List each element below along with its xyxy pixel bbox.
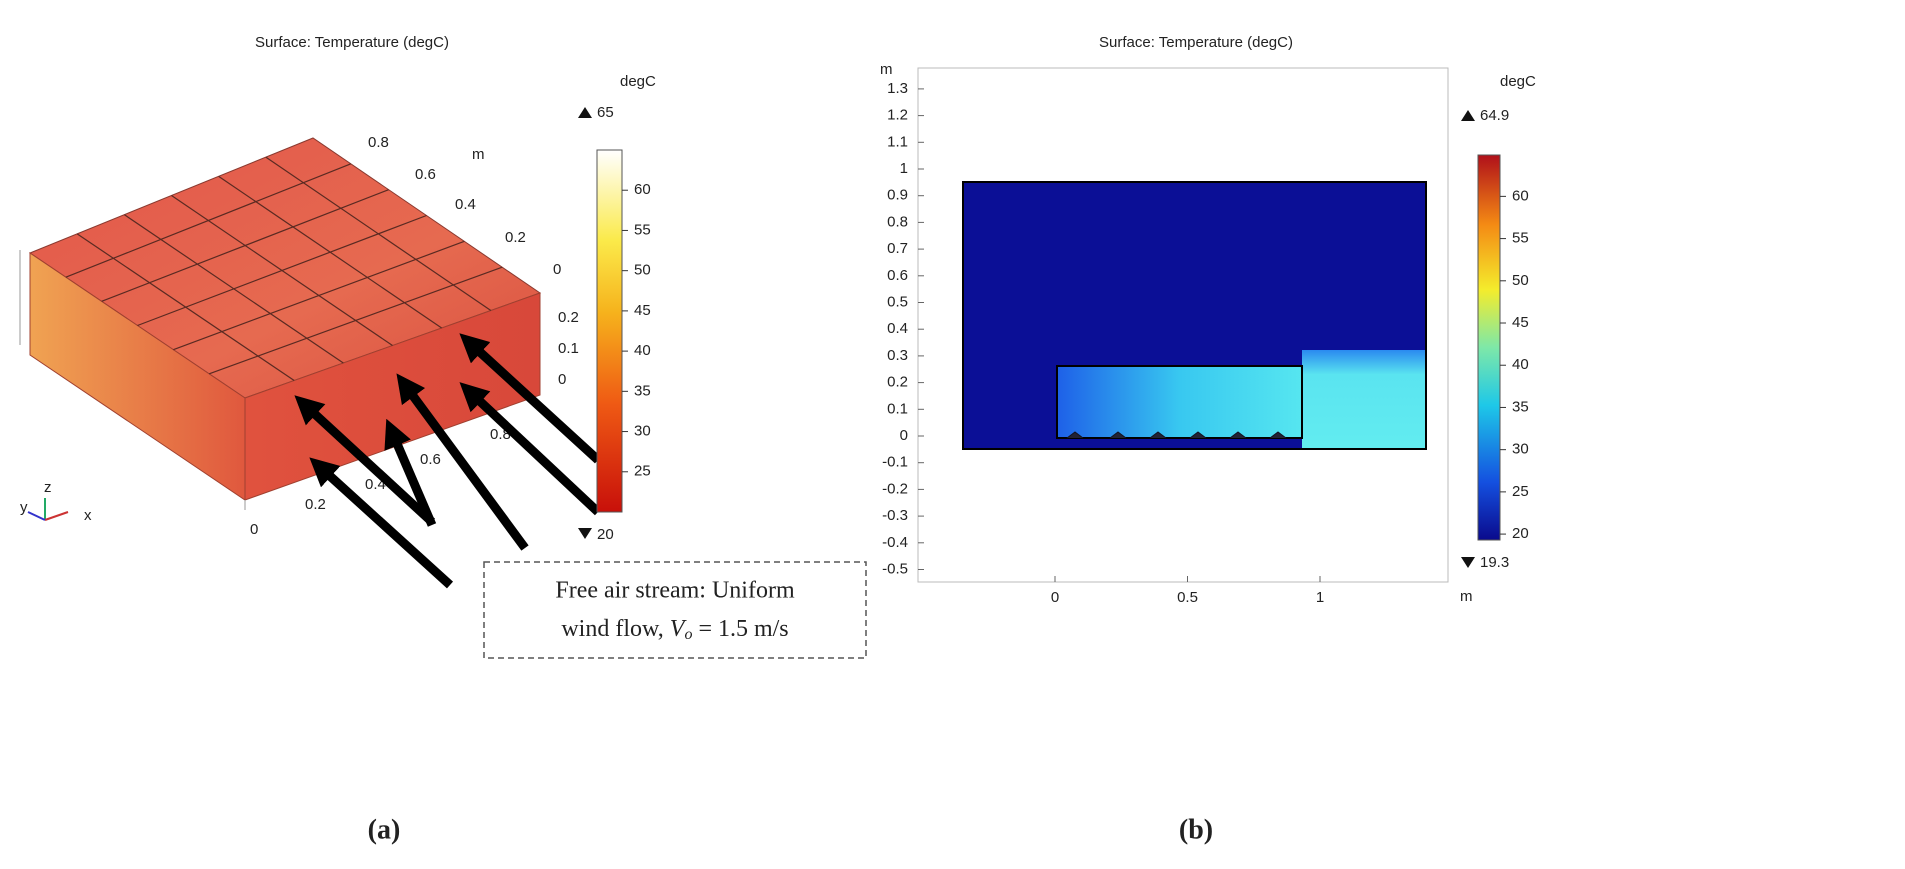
- panel-bump: [1229, 431, 1247, 439]
- panel-bump: [1109, 431, 1127, 439]
- panel-bump: [1149, 431, 1167, 439]
- colorbar-tick-label: 40: [1512, 356, 1529, 373]
- caption: (b): [1179, 814, 1213, 845]
- colorbar-tick-label: 50: [634, 262, 651, 279]
- colorbar-tick-label: 30: [1512, 441, 1529, 458]
- colorbar-tick-label: 60: [634, 181, 651, 198]
- axis-tick-label: 0.6: [415, 166, 436, 183]
- y-tick-label: 0.3: [887, 347, 908, 364]
- axis-tick-label: 0.2: [305, 496, 326, 513]
- y-tick-label: 0.4: [887, 320, 908, 337]
- annotation-text: wind flow,: [561, 616, 663, 642]
- triad-label: x: [84, 507, 92, 524]
- y-tick-label: 1.2: [887, 107, 908, 124]
- colorbar-tick-label: 55: [1512, 230, 1529, 247]
- x-tick-label: 0.5: [1177, 589, 1198, 606]
- colorbar-unit: degC: [1500, 73, 1536, 90]
- panel-bump: [1189, 431, 1207, 439]
- colorbar-tick-label: 60: [1512, 187, 1529, 204]
- y-tick-label: 0: [900, 427, 908, 444]
- annotation-line: wind flow, Vo = 1.5 m/s: [561, 616, 788, 643]
- axis-tick-label: 0: [553, 261, 561, 278]
- colorbar-tick-label: 35: [1512, 398, 1529, 415]
- outflow: [1302, 350, 1426, 448]
- caption: (a): [368, 814, 401, 845]
- colorbar-tick-label: 25: [634, 463, 651, 480]
- air-domain-outline: [962, 181, 1427, 450]
- colorbar-tick-label: 45: [634, 302, 651, 319]
- y-tick-label: 0.7: [887, 240, 908, 257]
- colorbar-unit: degC: [620, 73, 656, 90]
- panel-title: Surface: Temperature (degC): [255, 34, 449, 51]
- panel-bump: [1269, 431, 1287, 439]
- colorbar: [1477, 154, 1501, 541]
- y-tick-label: 0.9: [887, 187, 908, 204]
- panel-title: Surface: Temperature (degC): [1099, 34, 1293, 51]
- axis-tick-label: 0.2: [505, 229, 526, 246]
- y-tick-label: 0.1: [887, 400, 908, 417]
- colorbar-tick-label: 20: [1512, 525, 1529, 542]
- y-tick-label: 0.5: [887, 293, 908, 310]
- y-tick-label: 0.2: [887, 374, 908, 391]
- wind-arrows: [294, 333, 602, 589]
- axis-tick-label: 0.8: [368, 134, 389, 151]
- y-tick-label: 1.1: [887, 133, 908, 150]
- y-unit: m: [880, 61, 893, 78]
- colorbar-tick-label: 30: [634, 423, 651, 440]
- x-unit: m: [1460, 588, 1473, 605]
- box-grid: [208, 266, 503, 375]
- axis-tick-label: 0: [250, 521, 258, 538]
- colorbar-min: 19.3: [1480, 554, 1509, 571]
- colorbar-tick-label: 45: [1512, 314, 1529, 331]
- axis-tick-label: 0.6: [420, 451, 441, 468]
- colorbar: [596, 149, 623, 513]
- annotation-line: Free air stream: Uniform: [555, 578, 795, 604]
- y-tick-label: -0.4: [882, 534, 908, 551]
- colorbar-max: 65: [597, 104, 614, 121]
- domain: [962, 181, 1427, 450]
- colorbar-tick-label: 35: [634, 382, 651, 399]
- y-tick-label: 0.8: [887, 213, 908, 230]
- colorbar-min: 20: [597, 526, 614, 543]
- y-tick-label: -0.3: [882, 507, 908, 524]
- annotation-box: [483, 561, 867, 659]
- colorbar-tick-label: 25: [1512, 483, 1529, 500]
- y-tick-label: 1.3: [887, 80, 908, 97]
- axis-tick-label: 0.1: [558, 340, 579, 357]
- panel-bump: [1066, 431, 1084, 439]
- axis-unit: m: [472, 146, 485, 163]
- annotation-equation: = 1.5 m/s: [698, 616, 788, 642]
- x-tick-label: 0: [1051, 589, 1059, 606]
- annotation-symbol: V: [670, 616, 687, 642]
- heated-zone: [1056, 365, 1303, 439]
- axis-triad: [27, 498, 69, 521]
- y-tick-label: 1: [900, 160, 908, 177]
- y-tick-label: -0.5: [882, 560, 908, 577]
- y-tick-label: 0.6: [887, 267, 908, 284]
- y-tick-label: -0.2: [882, 480, 908, 497]
- axis-tick-label: 0.2: [558, 309, 579, 326]
- axis-tick-label: 0.4: [455, 196, 476, 213]
- axis-tick-label: 0: [558, 371, 566, 388]
- colorbar-max: 64.9: [1480, 107, 1509, 124]
- box-3d: [19, 137, 542, 510]
- triad-label: y: [20, 499, 28, 516]
- colorbar-tick-label: 55: [634, 221, 651, 238]
- y-tick-label: -0.1: [882, 454, 908, 471]
- colorbar-tick-label: 40: [634, 342, 651, 359]
- x-tick-label: 1: [1316, 589, 1324, 606]
- triad-label: z: [44, 479, 52, 496]
- annotation-subscript: o: [684, 626, 692, 643]
- colorbar-tick-label: 50: [1512, 272, 1529, 289]
